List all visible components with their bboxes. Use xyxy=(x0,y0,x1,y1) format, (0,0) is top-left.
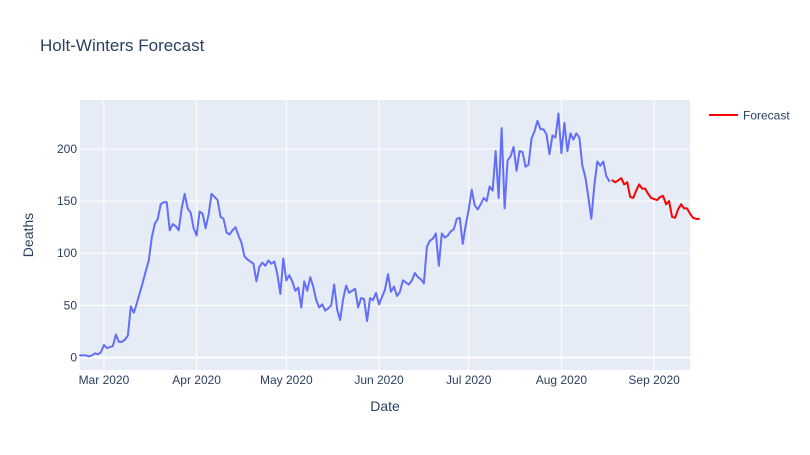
series-line-forecast[interactable] xyxy=(611,177,700,220)
series-line-actual[interactable] xyxy=(79,112,611,358)
x-axis-label: Date xyxy=(370,398,400,414)
x-tick-label: Jul 2020 xyxy=(446,373,492,387)
x-tick-labels: Mar 2020 Apr 2020 May 2020 Jun 2020 Jul 2020… xyxy=(79,373,681,387)
grid-lines xyxy=(80,100,690,370)
legend[interactable]: Forecast xyxy=(709,109,790,123)
plot-area xyxy=(80,100,690,370)
y-tick-label: 200 xyxy=(57,142,77,156)
y-tick-label: 100 xyxy=(57,246,77,260)
x-tick-label: Sep 2020 xyxy=(628,373,680,387)
x-tick-label: May 2020 xyxy=(260,373,313,387)
series-group xyxy=(79,112,700,358)
x-tick-label: Mar 2020 xyxy=(79,373,130,387)
y-tick-labels: 0 50 100 150 200 xyxy=(57,142,77,364)
y-axis-label: Deaths xyxy=(20,213,36,257)
x-tick-label: Aug 2020 xyxy=(536,373,588,387)
legend-forecast-label: Forecast xyxy=(743,109,790,123)
y-tick-label: 50 xyxy=(64,298,78,312)
y-tick-label: 0 xyxy=(70,350,77,364)
x-tick-label: Jun 2020 xyxy=(354,373,404,387)
chart-title: Holt-Winters Forecast xyxy=(40,36,205,55)
y-tick-label: 150 xyxy=(57,194,77,208)
x-tick-label: Apr 2020 xyxy=(172,373,221,387)
